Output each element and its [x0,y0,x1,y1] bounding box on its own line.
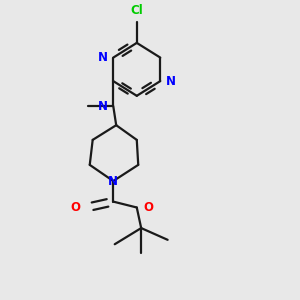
Text: N: N [166,75,176,88]
Text: N: N [108,175,118,188]
Text: O: O [70,201,80,214]
Text: N: N [98,100,108,112]
Text: O: O [143,201,153,214]
Text: N: N [98,51,107,64]
Text: Cl: Cl [130,4,143,17]
